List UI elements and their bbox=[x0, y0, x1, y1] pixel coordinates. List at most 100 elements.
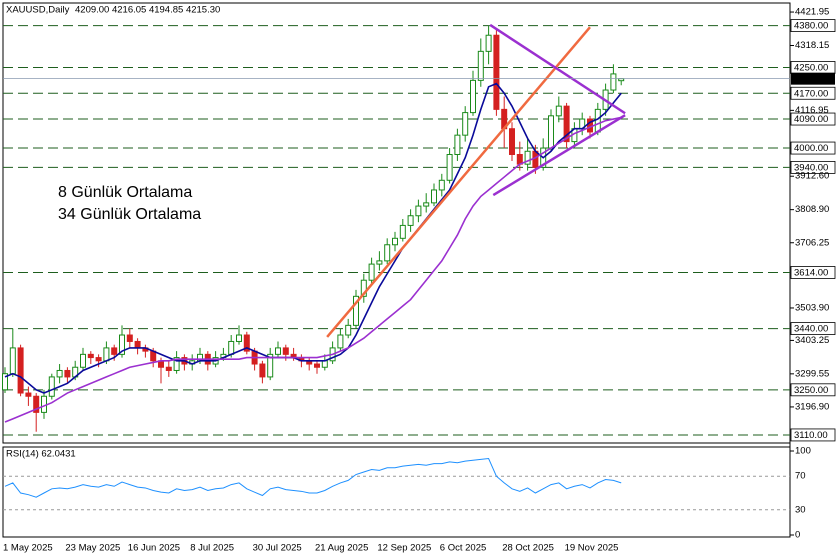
candle-body bbox=[275, 347, 281, 355]
level-label-box bbox=[790, 160, 836, 174]
candle-body bbox=[2, 373, 8, 391]
x-tick-label: 30 Jul 2025 bbox=[253, 543, 302, 554]
legend-label: 8 Günlük Ortalama bbox=[58, 184, 192, 201]
candle-body bbox=[399, 224, 406, 239]
candle-body bbox=[17, 347, 24, 394]
candle-body bbox=[353, 295, 359, 326]
ohlc-header: 4209.00 4216.05 4194.85 4215.30 bbox=[75, 5, 220, 16]
candle-body bbox=[548, 115, 554, 149]
y-tick-label: 4421.95 bbox=[795, 7, 829, 18]
candle-body bbox=[524, 150, 531, 165]
candle-body bbox=[111, 347, 118, 355]
level-label: 4000.00 bbox=[794, 143, 828, 154]
candle-body bbox=[9, 347, 16, 375]
candle-body bbox=[493, 34, 500, 110]
level-label-box bbox=[790, 19, 836, 32]
candle-body bbox=[376, 260, 383, 265]
x-tick-label: 12 Sep 2025 bbox=[377, 543, 431, 554]
y-tick-label: 3196.90 bbox=[795, 401, 829, 412]
candle-body bbox=[470, 79, 476, 114]
x-tick-label: 16 Jun 2025 bbox=[128, 543, 180, 554]
candle-body bbox=[228, 340, 235, 355]
current-price-label: 4215.30 bbox=[794, 74, 828, 85]
candle-body bbox=[360, 279, 367, 297]
candle-body bbox=[345, 324, 352, 336]
candle-body bbox=[243, 334, 250, 352]
x-tick-label: 6 Oct 2025 bbox=[440, 543, 486, 554]
candle-body bbox=[368, 263, 375, 281]
rsi-frame bbox=[2, 446, 791, 538]
candle-body bbox=[259, 363, 266, 378]
legend-label: 34 Günlük Ortalama bbox=[58, 206, 201, 223]
candle-body bbox=[438, 179, 445, 191]
x-tick-label: 1 May 2025 bbox=[3, 543, 53, 554]
candle-body bbox=[392, 237, 398, 246]
candle-body bbox=[555, 105, 562, 117]
level-label-box bbox=[790, 428, 836, 442]
x-tick-label: 8 Jul 2025 bbox=[190, 543, 234, 554]
level-label-box bbox=[790, 86, 836, 100]
level-label: 4170.00 bbox=[794, 88, 828, 99]
candle-body bbox=[563, 105, 570, 143]
candle-body bbox=[236, 334, 242, 342]
candle-body bbox=[509, 128, 515, 156]
level-label: 4380.00 bbox=[794, 21, 828, 32]
candle-body bbox=[594, 108, 601, 133]
y-tick-label: 3706.25 bbox=[795, 237, 829, 248]
y-tick-label: 3403.25 bbox=[795, 335, 829, 346]
candle-body bbox=[64, 369, 71, 378]
candle-body bbox=[407, 215, 414, 226]
candle-body bbox=[41, 395, 47, 413]
y-tick-label: 3912.60 bbox=[795, 171, 829, 182]
candle-body bbox=[477, 50, 484, 81]
level-label: 3110.00 bbox=[794, 430, 828, 441]
ma-line bbox=[4, 82, 622, 394]
y-tick-label: 3299.55 bbox=[795, 368, 829, 379]
candle-body bbox=[321, 360, 328, 368]
candle-body bbox=[80, 353, 86, 368]
y-tick-label: 3808.90 bbox=[795, 204, 829, 215]
level-label-box bbox=[790, 383, 836, 397]
level-label-box bbox=[790, 322, 836, 335]
level-label: 3440.00 bbox=[794, 324, 828, 335]
level-label: 4090.00 bbox=[794, 114, 828, 125]
level-label: 3250.00 bbox=[794, 385, 828, 396]
y-tick-label: 70 bbox=[795, 471, 806, 482]
candle-body bbox=[485, 34, 492, 52]
candle-body bbox=[384, 244, 391, 262]
trendline bbox=[326, 26, 591, 338]
candle-body bbox=[33, 395, 40, 413]
trendline bbox=[489, 23, 626, 115]
current-price-box bbox=[791, 72, 835, 85]
level-label: 3614.00 bbox=[794, 267, 828, 278]
candle-body bbox=[415, 205, 422, 217]
candle-body bbox=[267, 353, 274, 378]
candle-body bbox=[165, 366, 172, 371]
x-tick-label: 28 Oct 2025 bbox=[502, 543, 554, 554]
candle-body bbox=[423, 202, 430, 207]
y-tick-label: 3503.90 bbox=[795, 302, 829, 313]
candle-body bbox=[337, 334, 344, 349]
candle-body bbox=[282, 347, 289, 355]
candle-body bbox=[56, 369, 63, 378]
candle-body bbox=[431, 189, 437, 204]
level-label-box bbox=[790, 266, 836, 279]
y-tick-label: 0 bbox=[795, 530, 800, 541]
y-tick-label: 4116.95 bbox=[795, 105, 829, 116]
y-tick-label: 100 bbox=[795, 446, 811, 457]
candle-body bbox=[25, 392, 32, 397]
candle-body bbox=[446, 154, 453, 181]
y-tick-label: 4318.15 bbox=[795, 40, 829, 51]
candle-body bbox=[119, 334, 125, 355]
y-tick-label: 30 bbox=[795, 504, 806, 515]
candle-body bbox=[314, 363, 320, 368]
candle-body bbox=[48, 376, 55, 397]
candle-body bbox=[134, 340, 141, 349]
candle-body bbox=[87, 353, 94, 359]
x-tick-label: 19 Nov 2025 bbox=[565, 543, 619, 554]
x-tick-label: 23 May 2025 bbox=[65, 543, 120, 554]
trendline bbox=[492, 114, 626, 197]
chart-title: XAUUSD,Daily bbox=[6, 5, 70, 16]
